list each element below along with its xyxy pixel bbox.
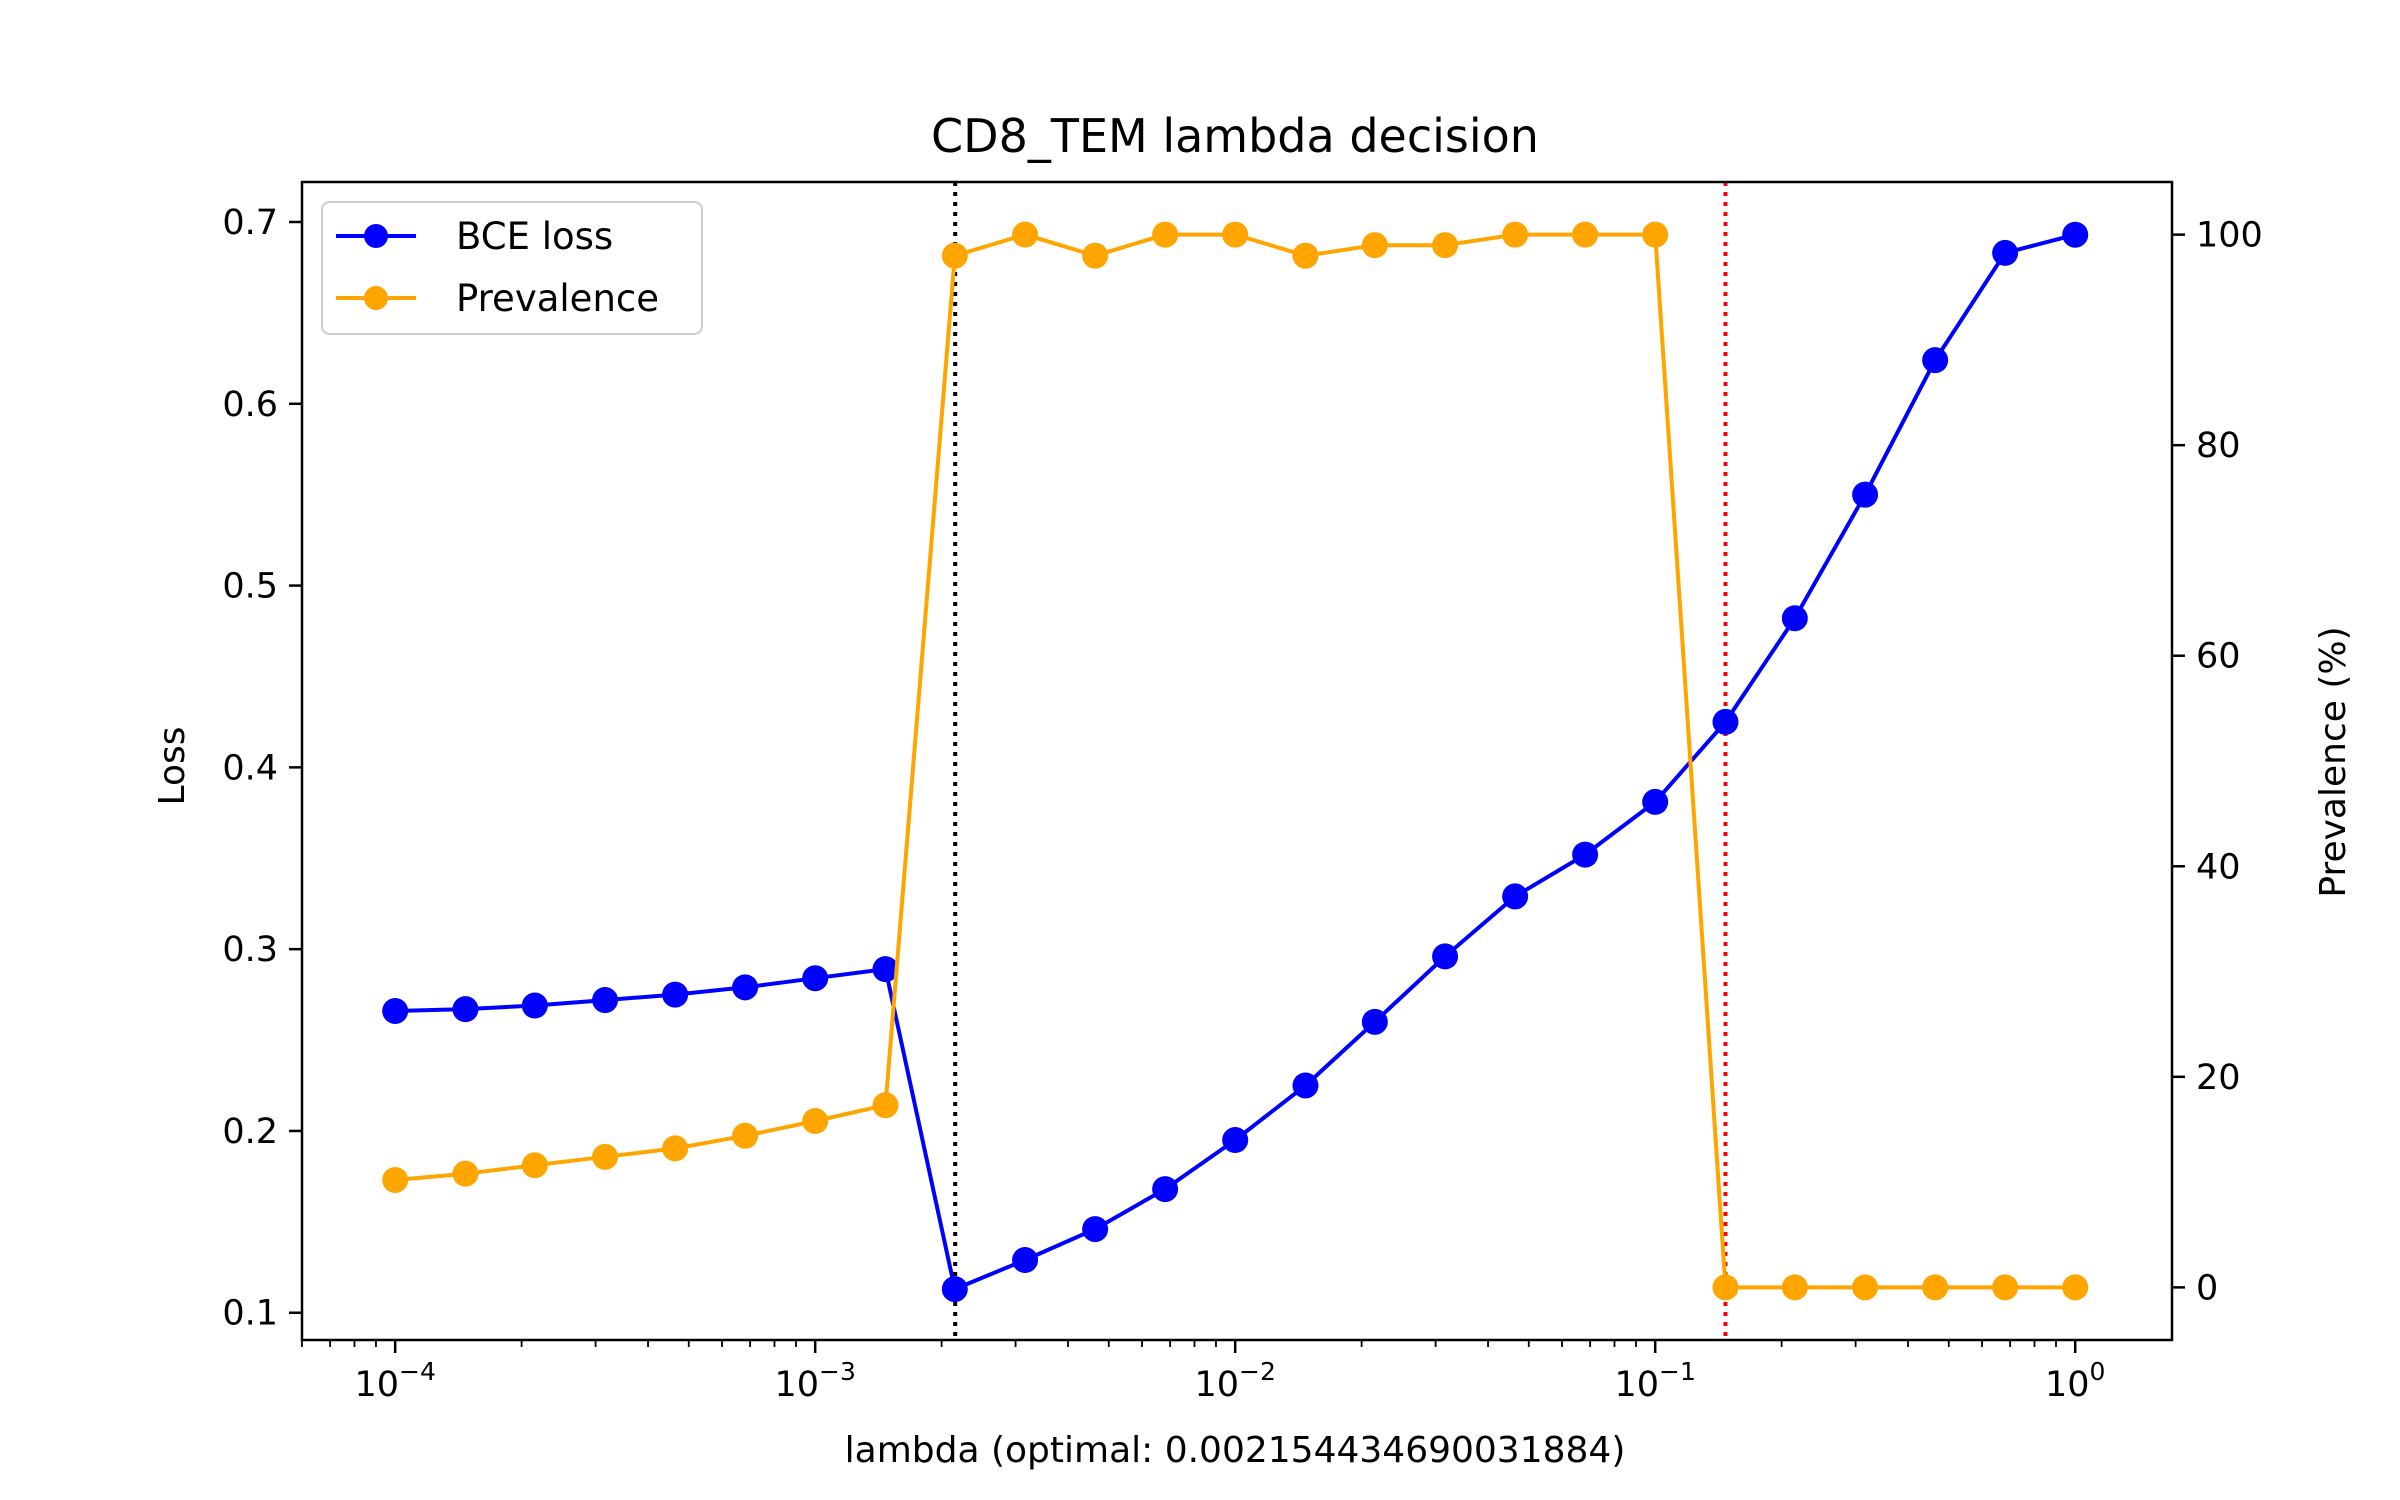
- point-prevalence-20: [1781, 1274, 1808, 1301]
- point-prevalence-6: [802, 1108, 829, 1135]
- point-prevalence-14: [1361, 232, 1388, 259]
- point-prevalence-24: [2062, 1274, 2089, 1301]
- point-prevalence-2: [521, 1152, 548, 1179]
- series-layer: [382, 221, 2089, 1303]
- plot-area: [953, 182, 1728, 1340]
- point-bce-loss-6: [802, 965, 829, 992]
- point-bce-loss-16: [1502, 883, 1529, 910]
- y-axis-label-right: Prevalence (%): [2313, 626, 2354, 897]
- legend-marker-bce-loss: [364, 224, 388, 248]
- legend-box: [321, 201, 703, 335]
- chart-title: CD8_TEM lambda decision: [931, 109, 1539, 163]
- y-left-tick-label-5: 0.6: [222, 385, 278, 425]
- point-bce-loss-17: [1572, 841, 1599, 868]
- point-prevalence-18: [1642, 221, 1669, 248]
- y-axis-label-left: Loss: [152, 727, 193, 806]
- point-bce-loss-10: [1082, 1216, 1109, 1243]
- y-right-tick-label-1: 20: [2196, 1058, 2241, 1098]
- point-bce-loss-23: [1992, 239, 2019, 266]
- point-prevalence-5: [732, 1122, 759, 1149]
- point-bce-loss-19: [1712, 708, 1739, 735]
- x-tick-label-3: 10−1: [1614, 1357, 1695, 1405]
- point-bce-loss-3: [592, 987, 619, 1014]
- point-bce-loss-0: [382, 997, 409, 1024]
- x-tick-label-4: 100: [2045, 1357, 2105, 1405]
- legend-label-prevalence: Prevalence: [456, 277, 659, 320]
- point-bce-loss-7: [872, 956, 899, 983]
- point-bce-loss-5: [732, 974, 759, 1001]
- point-bce-loss-20: [1781, 605, 1808, 632]
- point-prevalence-3: [592, 1143, 619, 1170]
- point-prevalence-17: [1572, 221, 1599, 248]
- point-prevalence-22: [1922, 1274, 1949, 1301]
- point-prevalence-19: [1712, 1274, 1739, 1301]
- y-left-tick-label-4: 0.5: [222, 567, 278, 607]
- point-bce-loss-24: [2062, 221, 2089, 248]
- axes: 10−4 10−3 10−2 10−1 100 0.1 0.2 0.3 0.4 0.5 0.6 0.7…: [222, 180, 2263, 1405]
- point-bce-loss-18: [1642, 788, 1669, 815]
- point-prevalence-10: [1082, 242, 1109, 269]
- point-prevalence-9: [1012, 221, 1039, 248]
- y-right-tick-label-5: 100: [2196, 216, 2263, 256]
- point-prevalence-7: [872, 1092, 899, 1119]
- point-bce-loss-21: [1852, 481, 1879, 508]
- plot-frame: [300, 180, 2174, 1342]
- point-prevalence-21: [1852, 1274, 1879, 1301]
- point-prevalence-11: [1152, 221, 1179, 248]
- y-left-tick-label-6: 0.7: [222, 203, 278, 243]
- point-bce-loss-2: [521, 992, 548, 1019]
- point-bce-loss-15: [1432, 943, 1459, 970]
- point-prevalence-12: [1222, 221, 1249, 248]
- point-prevalence-23: [1992, 1274, 2019, 1301]
- point-bce-loss-13: [1292, 1072, 1319, 1099]
- y-left-tick-label-0: 0.1: [222, 1294, 278, 1334]
- y-right-tick-label-0: 0: [2196, 1268, 2218, 1308]
- legend-marker-prevalence: [364, 286, 388, 310]
- point-prevalence-0: [382, 1166, 409, 1193]
- point-prevalence-4: [662, 1135, 689, 1162]
- x-tick-label-0: 10−4: [354, 1357, 435, 1405]
- point-bce-loss-14: [1361, 1008, 1388, 1035]
- legend-label-bce-loss: BCE loss: [456, 215, 613, 258]
- point-bce-loss-1: [452, 996, 479, 1023]
- point-bce-loss-8: [941, 1276, 968, 1303]
- point-prevalence-13: [1292, 242, 1319, 269]
- point-prevalence-1: [452, 1160, 479, 1187]
- point-prevalence-8: [941, 242, 968, 269]
- legend: BCE loss Prevalence: [321, 201, 703, 335]
- point-bce-loss-9: [1012, 1247, 1039, 1274]
- y-left-tick-label-1: 0.2: [222, 1112, 278, 1152]
- y-right-tick-label-3: 60: [2196, 637, 2241, 677]
- point-bce-loss-11: [1152, 1176, 1179, 1203]
- point-bce-loss-4: [662, 981, 689, 1008]
- y-right-tick-label-2: 40: [2196, 847, 2241, 887]
- point-prevalence-15: [1432, 232, 1459, 259]
- x-axis-label: lambda (optimal: 0.002154434690031884): [845, 1430, 1626, 1471]
- y-right-tick-label-4: 80: [2196, 426, 2241, 466]
- point-bce-loss-22: [1922, 347, 1949, 374]
- y-left-tick-label-2: 0.3: [222, 930, 278, 970]
- y-left-tick-label-3: 0.4: [222, 748, 278, 788]
- point-bce-loss-12: [1222, 1127, 1249, 1154]
- x-tick-label-1: 10−3: [774, 1357, 855, 1405]
- x-tick-label-2: 10−2: [1194, 1357, 1275, 1405]
- point-prevalence-16: [1502, 221, 1529, 248]
